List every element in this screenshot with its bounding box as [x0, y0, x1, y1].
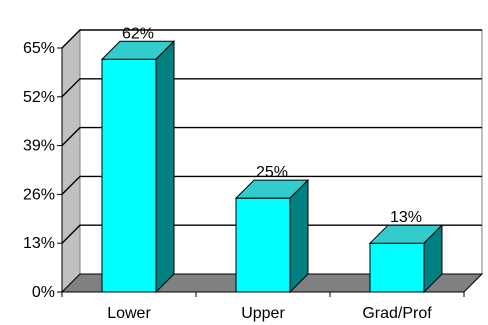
bar-front [101, 58, 157, 293]
bar [234, 178, 310, 294]
bar-side [289, 178, 309, 294]
gridline [61, 224, 482, 244]
side-wall [61, 28, 81, 294]
gridline [61, 126, 482, 147]
data-label: 13% [390, 209, 422, 226]
chart-labels: 0% 13% 26% 39% 52% 65% 62% Lower 25% Upper 13% Grad… [23, 25, 432, 322]
y-tick-label: 39% [23, 138, 55, 155]
category-label: Upper [241, 305, 285, 322]
gridline [61, 78, 482, 98]
bar-front [369, 242, 425, 293]
data-label: 25% [256, 164, 288, 181]
bar-side [155, 40, 175, 294]
y-tick-label: 52% [23, 89, 55, 106]
y-tick-label: 65% [23, 40, 55, 57]
bar-front [235, 197, 291, 293]
bar [368, 223, 444, 294]
category-label: Lower [107, 305, 151, 322]
y-tick-label: 26% [23, 186, 55, 203]
category-label: Grad/Prof [362, 305, 432, 322]
data-label: 62% [122, 25, 154, 42]
y-tick-label: 13% [23, 235, 55, 252]
gridline [61, 175, 482, 195]
gridlines [61, 29, 482, 244]
bar-side [423, 223, 443, 294]
y-tick-label: 0% [32, 284, 55, 301]
bars [100, 40, 444, 294]
bar [100, 40, 176, 294]
gridline [61, 29, 482, 49]
